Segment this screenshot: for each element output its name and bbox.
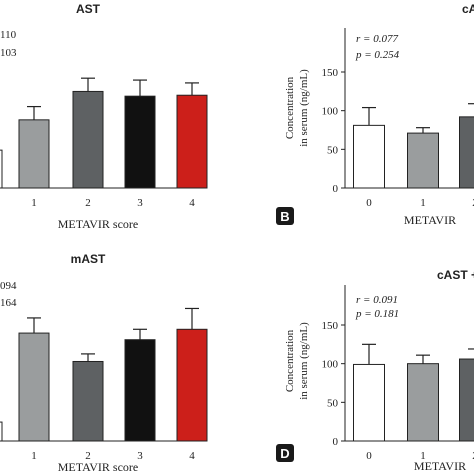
panel-mast: mAST 094 164 1 2 3 4 METAVIR score: [0, 252, 208, 474]
x-tick-2-3: 2: [472, 197, 474, 209]
panel-cast: cAS r = 0.077 p = 0.254 Concentration in…: [276, 2, 474, 227]
panel-title-mast: mAST: [71, 252, 106, 266]
bar-4-3: [459, 358, 474, 442]
bars-ast: [0, 77, 208, 189]
stat-p-cast-plus: p = 0.181: [355, 308, 399, 320]
error-bar-1-5: [185, 82, 199, 96]
bars-mast: [0, 307, 208, 442]
error-bar-4-2: [416, 354, 430, 364]
xticks-cast-plus: 0 1 2: [366, 450, 474, 462]
bar-3-4: [124, 339, 156, 442]
y-tick-label-2-3: 100: [322, 106, 339, 118]
y-tick-label-2-2: 50: [327, 144, 339, 156]
error-bar-1-3: [81, 77, 95, 92]
panel-title-ast: AST: [76, 2, 101, 16]
panel-cast-plus: cAST + r = 0.091 p = 0.181 Concentration…: [276, 268, 474, 473]
stat-r-ast: 110: [0, 29, 17, 41]
bar-3-3: [72, 360, 104, 442]
bar-2-2: [407, 132, 439, 189]
x-tick-4-2: 1: [420, 450, 426, 462]
error-bar-1-4: [133, 79, 147, 97]
panel-label-b: B: [280, 209, 289, 224]
bar-1-3: [72, 90, 104, 189]
bar-3-5: [176, 328, 208, 442]
bar-2-3: [459, 116, 474, 189]
y-tick-label-4-2: 50: [327, 397, 339, 409]
panel-label-d: D: [280, 446, 289, 461]
x-tick-4-3: 2: [472, 450, 474, 462]
y-axis-label-1-cast-plus: Concentration: [284, 329, 296, 392]
bar-4-2: [407, 363, 439, 442]
x-tick-4-1: 0: [366, 450, 372, 462]
y-axis-label-2-cast-plus: in serum (ng/mL): [298, 322, 310, 400]
bar-2-1: [353, 124, 385, 189]
bar-1-5: [176, 94, 208, 189]
x-tick-3-3: 2: [85, 450, 91, 462]
error-bar-3-3: [81, 353, 95, 362]
y-tick-label-2-4: 150: [322, 67, 339, 79]
error-bar-2-1: [362, 106, 376, 126]
panel-title-cast: cAS: [462, 2, 474, 16]
y-tick-label-2-1: 0: [333, 183, 339, 195]
error-bar-3-4: [133, 328, 147, 340]
x-tick-2-1: 0: [366, 197, 372, 209]
bar-1-4: [124, 95, 156, 189]
stat-r-cast: r = 0.077: [356, 33, 398, 45]
x-axis-label-cast: METAVIR: [404, 213, 456, 227]
stat-p-ast: 103: [0, 47, 17, 59]
x-axis-label-cast-plus: METAVIR: [414, 459, 466, 473]
xticks-cast: 0 1 2: [366, 197, 474, 209]
stat-p-cast: p = 0.254: [355, 49, 400, 61]
stat-r-mast: 094: [0, 280, 17, 292]
panel-label-badge-d: [276, 444, 294, 462]
x-tick-1-4: 3: [137, 197, 143, 209]
y-axis-label-2-cast: in serum (ng/mL): [298, 69, 310, 147]
error-bar-1-2: [27, 105, 41, 120]
bar-4-1: [353, 363, 385, 442]
panel-label-badge-b: [276, 207, 294, 225]
y-tick-label-4-1: 0: [333, 436, 339, 448]
xticks-ast: 1 2 3 4: [31, 197, 195, 209]
xticks-mast: 1 2 3 4: [31, 450, 195, 462]
stat-p-mast: 164: [0, 297, 17, 309]
error-bar-2-3: [468, 103, 474, 105]
panel-ast: AST 110 103 1 2 3 4 METAVIR score: [0, 2, 208, 231]
error-bar-4-3: [468, 348, 474, 350]
yticks-cast-plus: 0 50 100 150: [322, 320, 345, 448]
error-bar-2-2: [416, 127, 430, 134]
x-tick-1-5: 4: [189, 197, 195, 209]
bar-3-1: [0, 421, 3, 442]
bars-cast-plus: [353, 343, 474, 442]
yticks-cast: 0 50 100 150: [322, 67, 345, 195]
y-tick-label-4-4: 150: [322, 320, 339, 332]
x-tick-1-2: 1: [31, 197, 37, 209]
error-bar-3-2: [27, 317, 41, 334]
x-axis-label-ast: METAVIR score: [58, 217, 138, 231]
x-tick-3-4: 3: [137, 450, 143, 462]
bar-1-2: [18, 119, 50, 189]
bar-3-2: [18, 332, 50, 442]
x-axis-label-mast: METAVIR score: [58, 460, 138, 474]
x-tick-1-3: 2: [85, 197, 91, 209]
error-bar-4-1: [362, 343, 376, 365]
x-tick-3-5: 4: [189, 450, 195, 462]
x-tick-2-2: 1: [420, 197, 426, 209]
panel-title-cast-plus: cAST +: [437, 268, 474, 282]
y-tick-label-4-3: 100: [322, 359, 339, 371]
bars-cast: [353, 103, 474, 189]
x-tick-3-2: 1: [31, 450, 37, 462]
y-axis-label-1-cast: Concentration: [284, 76, 296, 139]
stat-r-cast-plus: r = 0.091: [356, 294, 398, 306]
bar-1-1: [0, 149, 3, 189]
error-bar-3-5: [185, 307, 199, 330]
